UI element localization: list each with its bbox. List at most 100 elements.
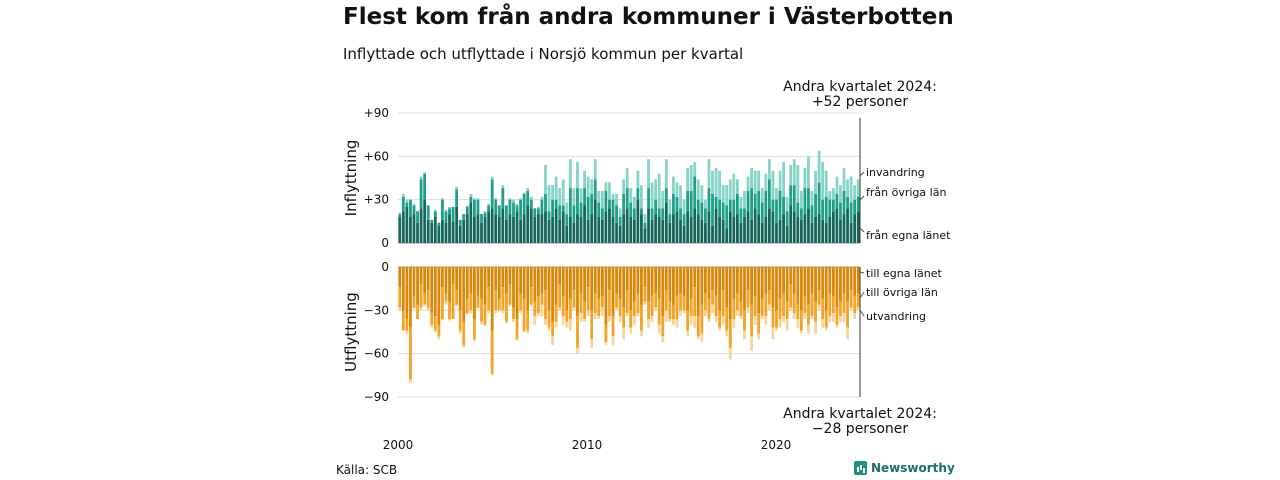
bar-out-2 (480, 321, 483, 325)
y-axis-label-inflow: Inflyttning (342, 140, 360, 217)
bar-out-1 (824, 310, 828, 328)
bar-out-1 (842, 293, 846, 314)
bar-in-1 (831, 199, 835, 212)
bar-out-0 (423, 267, 427, 293)
bar-out-1 (632, 301, 636, 317)
bar-in-0 (728, 211, 732, 243)
bar-in-2 (824, 170, 828, 197)
bar-out-1 (519, 293, 523, 311)
bar-in-1 (583, 188, 586, 206)
bar-out-1 (586, 287, 590, 311)
bar-in-0 (576, 214, 579, 243)
series-label-in: invandring (866, 166, 925, 179)
bar-out-2 (817, 304, 821, 311)
bar-in-2 (632, 196, 636, 209)
y-tick-label: 0 (381, 236, 389, 250)
bar-out-1 (700, 304, 704, 334)
bar-in-1 (483, 212, 487, 217)
bar-in-1 (828, 199, 832, 217)
bar-out-0 (547, 267, 551, 311)
bar-out-2 (522, 330, 526, 332)
bar-out-2 (590, 339, 594, 348)
bar-out-1 (618, 298, 622, 317)
bar-in-0 (782, 214, 785, 243)
bar-out-1 (515, 319, 519, 340)
bar-out-0 (714, 267, 718, 296)
bar-in-2 (711, 170, 714, 194)
bar-in-1 (625, 188, 629, 209)
bar-in-0 (796, 217, 800, 243)
bar-out-1 (835, 307, 839, 325)
bar-in-2 (640, 185, 643, 209)
bar-in-1 (707, 188, 711, 212)
y-tick-label: +60 (364, 149, 389, 163)
bar-out-0 (640, 267, 643, 305)
bar-out-2 (828, 316, 832, 322)
bar-out-1 (807, 304, 810, 325)
y-tick-label: −90 (364, 390, 389, 404)
bar-in-1 (409, 199, 412, 217)
bar-out-0 (579, 267, 583, 293)
bar-in-2 (743, 191, 746, 209)
bar-in-1 (679, 208, 682, 220)
bar-in-0 (810, 222, 814, 243)
bar-out-1 (465, 298, 469, 314)
bar-in-2 (746, 176, 750, 191)
bar-out-1 (437, 324, 441, 337)
bar-out-0 (810, 267, 814, 293)
bar-in-1 (654, 199, 658, 215)
bar-in-1 (650, 208, 654, 220)
bar-in-2 (693, 162, 697, 177)
bar-out-1 (636, 293, 640, 314)
bar-in-2 (494, 198, 498, 200)
bar-in-0 (632, 219, 636, 243)
bar-in-0 (608, 208, 611, 243)
bar-in-0 (753, 208, 757, 243)
bar-out-2 (515, 339, 519, 341)
bar-in-2 (401, 193, 405, 197)
bar-out-0 (821, 267, 825, 299)
bar-out-2 (501, 310, 505, 314)
bar-out-0 (458, 267, 462, 311)
bar-out-2 (629, 327, 633, 334)
y-axis-label-outflow: Utflyttning (342, 292, 360, 372)
bar-out-1 (668, 301, 672, 319)
bar-in-0 (615, 222, 618, 243)
bar-in-1 (711, 193, 714, 226)
bar-in-1 (533, 208, 537, 217)
bar-in-1 (735, 193, 739, 215)
bar-in-0 (473, 217, 476, 243)
bar-out-0 (743, 267, 746, 311)
bar-in-2 (608, 182, 611, 200)
bar-in-2 (704, 199, 707, 209)
bar-out-1 (746, 290, 750, 308)
bar-in-0 (551, 217, 554, 243)
bar-out-2 (760, 316, 764, 319)
bar-out-0 (572, 267, 576, 291)
bar-out-0 (686, 267, 690, 311)
bar-out-1 (767, 290, 771, 305)
bar-out-2 (533, 316, 537, 325)
bar-in-2 (465, 205, 469, 207)
bar-in-1 (778, 191, 782, 220)
bar-out-0 (529, 267, 533, 288)
bar-in-0 (704, 222, 707, 243)
bar-in-0 (558, 219, 562, 243)
bar-out-2 (551, 336, 554, 345)
bar-out-1 (760, 298, 764, 317)
bar-in-2 (807, 156, 810, 189)
bar-out-0 (682, 267, 686, 296)
newsworthy-logo[interactable]: Newsworthy (854, 461, 955, 475)
bar-out-0 (753, 267, 757, 296)
bar-out-0 (504, 267, 508, 293)
bar-in-1 (398, 214, 402, 217)
bar-in-1 (405, 202, 409, 207)
source-note: Källa: SCB (336, 463, 398, 477)
bar-out-2 (494, 310, 498, 314)
bar-out-1 (615, 293, 618, 308)
bar-in-1 (465, 206, 469, 215)
bar-out-1 (743, 310, 746, 331)
bar-out-0 (508, 267, 512, 285)
bar-out-2 (824, 327, 828, 331)
bar-out-1 (473, 319, 476, 340)
